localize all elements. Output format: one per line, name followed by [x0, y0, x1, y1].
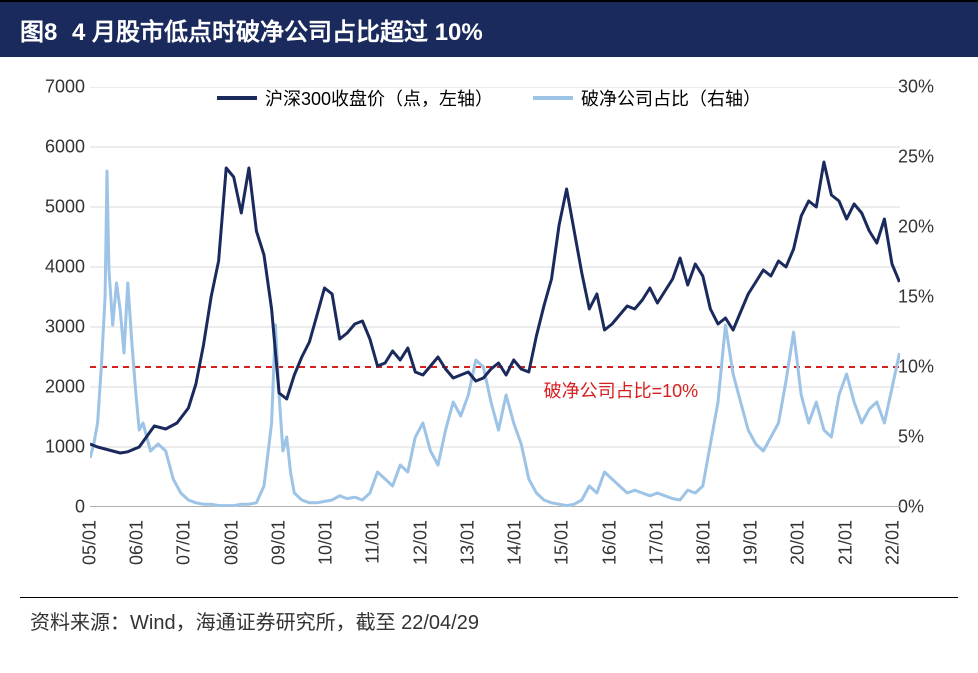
figure-container: 图8 4 月股市低点时破净公司占比超过 10% 沪深300收盘价（点，左轴） 破… [0, 0, 978, 673]
legend-item-csi300: 沪深300收盘价（点，左轴） [217, 85, 493, 111]
figure-title-text: 4 月股市低点时破净公司占比超过 10% [72, 19, 483, 46]
y-right-tick: 15% [898, 287, 958, 308]
x-tick: 20/01 [788, 520, 809, 565]
y-right-tick: 0% [898, 497, 958, 518]
x-tick: 10/01 [316, 520, 337, 565]
source-text: 资料来源：Wind，海通证券研究所，截至 22/04/29 [0, 598, 978, 643]
x-tick: 15/01 [552, 520, 573, 565]
x-tick: 09/01 [268, 520, 289, 565]
y-left-tick: 1000 [20, 437, 85, 458]
y-left-tick: 6000 [20, 137, 85, 158]
x-tick: 06/01 [127, 520, 148, 565]
y-left-tick: 2000 [20, 377, 85, 398]
y-left-tick: 4000 [20, 257, 85, 278]
x-tick: 19/01 [741, 520, 762, 565]
x-tick: 12/01 [410, 520, 431, 565]
chart-area: 沪深300收盘价（点，左轴） 破净公司占比（右轴） 0 1000 2000 3000 4… [20, 67, 958, 597]
figure-number: 图8 [20, 19, 57, 46]
x-tick: 16/01 [599, 520, 620, 565]
x-tick: 05/01 [80, 520, 101, 565]
x-tick: 14/01 [505, 520, 526, 565]
y-right-tick: 20% [898, 217, 958, 238]
y-right-tick: 5% [898, 427, 958, 448]
x-tick: 13/01 [457, 520, 478, 565]
legend-swatch [533, 96, 573, 100]
legend-swatch [217, 96, 257, 100]
y-right-tick: 10% [898, 357, 958, 378]
legend-label: 沪深300收盘价（点，左轴） [265, 85, 493, 111]
x-tick: 08/01 [221, 520, 242, 565]
y-right-tick: 25% [898, 147, 958, 168]
figure-title-bar: 图8 4 月股市低点时破净公司占比超过 10% [0, 0, 978, 57]
x-tick: 21/01 [835, 520, 856, 565]
legend-label: 破净公司占比（右轴） [581, 85, 761, 111]
x-tick: 22/01 [882, 520, 903, 565]
y-left-tick: 3000 [20, 317, 85, 338]
x-tick: 17/01 [646, 520, 667, 565]
plot-area [90, 87, 900, 507]
x-tick: 18/01 [693, 520, 714, 565]
legend-item-ratio: 破净公司占比（右轴） [533, 85, 761, 111]
x-axis-labels: 05/0106/0107/0108/0109/0110/0111/0112/01… [90, 512, 900, 592]
reference-line-label: 破净公司占比=10% [544, 377, 699, 403]
x-tick: 11/01 [363, 520, 384, 564]
y-left-tick: 0 [20, 497, 85, 518]
x-tick: 07/01 [174, 520, 195, 565]
y-left-tick: 5000 [20, 197, 85, 218]
chart-svg [90, 87, 900, 507]
legend: 沪深300收盘价（点，左轴） 破净公司占比（右轴） [20, 85, 958, 111]
